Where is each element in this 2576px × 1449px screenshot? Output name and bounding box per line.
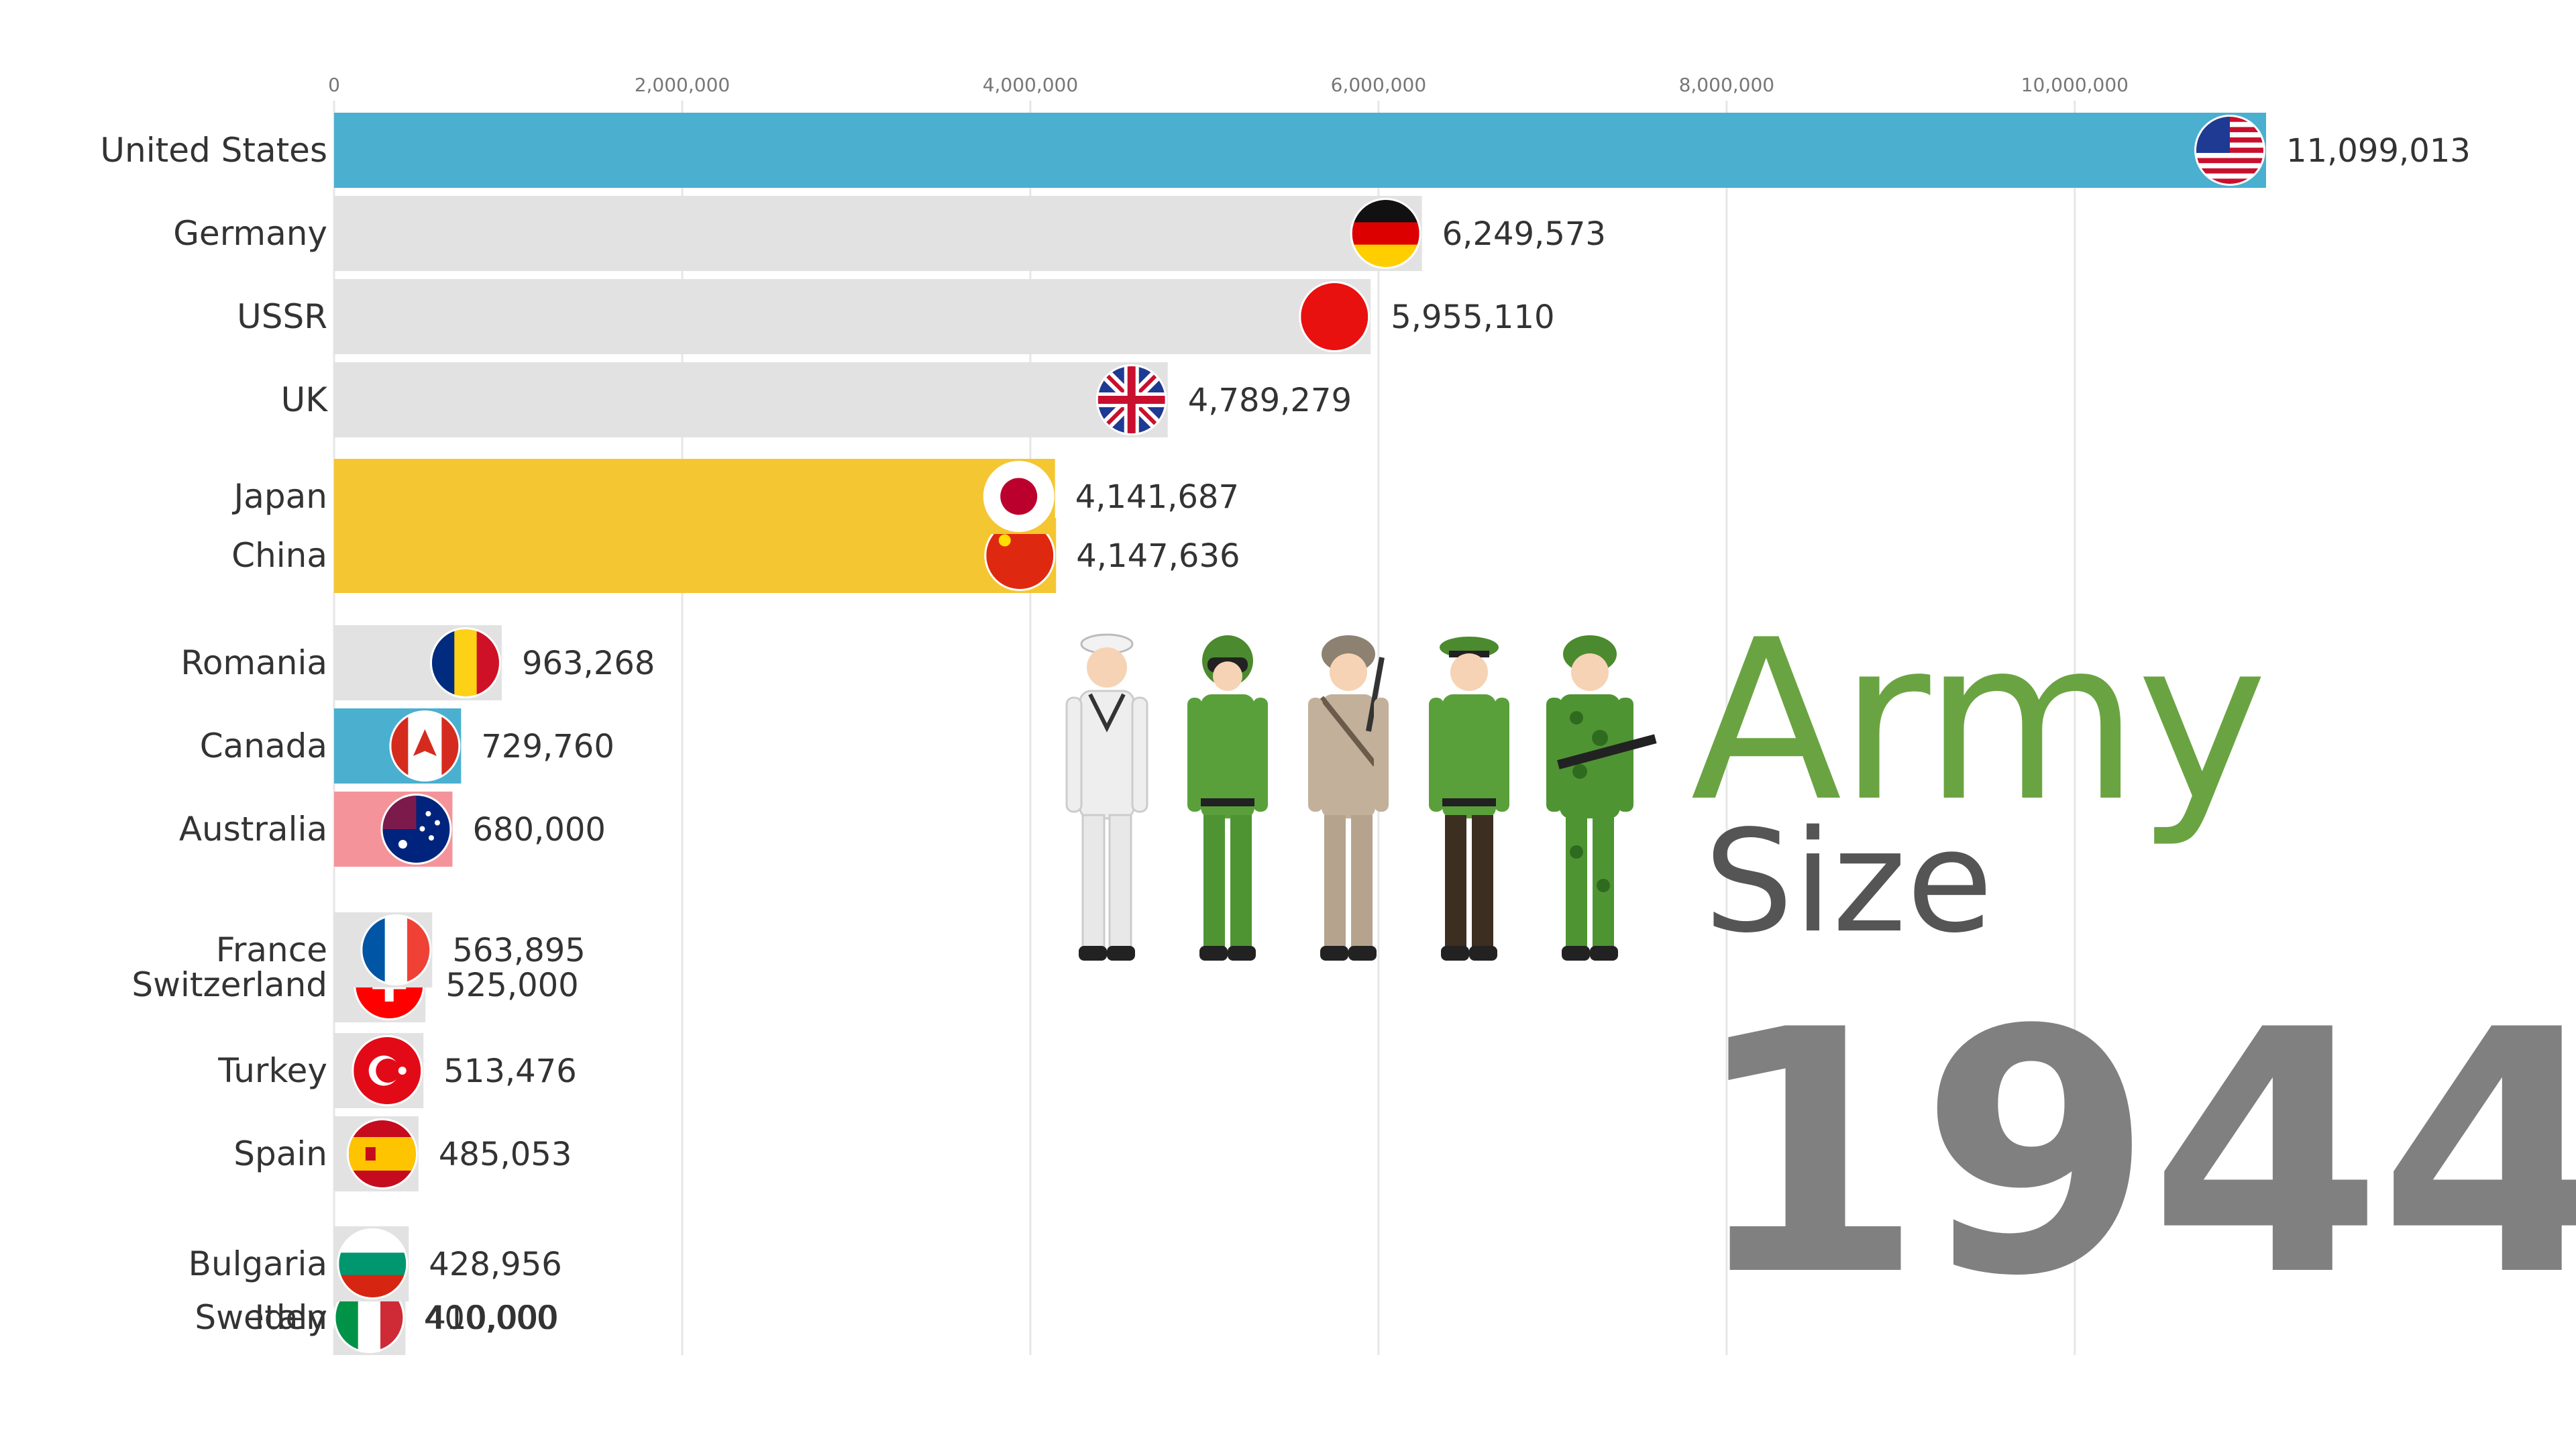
bar-group: Turkey 513,476 xyxy=(217,1033,577,1108)
value-label: 4,141,687 xyxy=(1075,478,1239,516)
bar-group: Spain 485,053 xyxy=(233,1116,572,1191)
bar-group: UK 4,789,279 xyxy=(281,362,1352,437)
officer-icon xyxy=(1429,637,1509,961)
country-label: Italy xyxy=(255,1298,327,1337)
x-axis-ticks: 0 2,000,000 4,000,000 6,000,000 8,000,000 10,… xyxy=(328,74,2129,96)
value-label: 400,000 xyxy=(424,1299,557,1337)
year-label: 1944 xyxy=(1690,959,2576,1349)
country-label: USSR xyxy=(237,297,327,336)
country-label: UK xyxy=(281,380,329,419)
value-label: 563,895 xyxy=(452,932,586,969)
flag-ussr-icon xyxy=(1301,283,1368,350)
value-label: 525,000 xyxy=(445,967,579,1004)
infantry-soldier-icon xyxy=(1308,635,1389,961)
value-label: 6,249,573 xyxy=(1442,215,1606,253)
value-label: 680,000 xyxy=(472,811,606,849)
bar xyxy=(334,279,1371,354)
bar-group: France 563,895 xyxy=(216,912,586,987)
country-label: Germany xyxy=(173,214,327,253)
country-label: China xyxy=(231,536,327,575)
x-tick-label: 0 xyxy=(328,74,340,96)
bar-group: Romania 963,268 xyxy=(180,625,655,700)
value-label: 729,760 xyxy=(481,728,614,765)
bar-group: United States 11,099,013 xyxy=(100,113,2471,188)
flag-australia-icon xyxy=(382,796,450,863)
value-label: 410,000 xyxy=(425,1299,559,1337)
value-label: 963,268 xyxy=(522,645,655,682)
country-label: Turkey xyxy=(217,1051,327,1090)
country-label: Spain xyxy=(233,1134,327,1173)
country-label: Romania xyxy=(180,643,327,682)
value-label: 513,476 xyxy=(443,1053,577,1090)
soldiers-illustration xyxy=(1065,633,1657,961)
flag-canada-icon xyxy=(391,712,459,780)
country-label: France xyxy=(216,930,327,969)
flag-japan-icon xyxy=(985,463,1053,530)
country-label: Switzerland xyxy=(131,965,327,1004)
value-label: 11,099,013 xyxy=(2286,132,2471,170)
x-tick-label: 6,000,000 xyxy=(1331,74,1427,96)
x-tick-label: 2,000,000 xyxy=(635,74,731,96)
x-tick-label: 10,000,000 xyxy=(2021,74,2129,96)
flag-uk-icon xyxy=(1097,366,1165,433)
title-size: Size xyxy=(1704,800,1994,964)
x-tick-label: 8,000,000 xyxy=(1679,74,1775,96)
bar-group: Australia 680,000 xyxy=(179,792,606,867)
value-label: 5,955,110 xyxy=(1391,299,1554,336)
bar xyxy=(334,362,1168,437)
title-overlay: Army Size 1944 xyxy=(1690,592,2576,1348)
flag-usa-icon xyxy=(2196,117,2263,184)
country-label: Sweden xyxy=(195,1298,327,1337)
sailor-icon xyxy=(1065,633,1148,961)
value-label: 4,789,279 xyxy=(1188,382,1352,419)
country-label: Australia xyxy=(179,810,327,849)
flag-spain-icon xyxy=(348,1120,416,1187)
country-label: Japan xyxy=(232,477,327,516)
bars: Sweden 400,000 Italy 410,000 Bulgaria 428,956… xyxy=(100,113,2471,1355)
pilot-icon xyxy=(1187,635,1268,961)
value-label: 428,956 xyxy=(429,1246,562,1283)
bar-group: Bulgaria 428,956 xyxy=(189,1226,562,1301)
bar xyxy=(334,459,1055,534)
country-label: Canada xyxy=(200,727,327,765)
country-label: Bulgaria xyxy=(189,1244,327,1283)
bar xyxy=(334,113,2266,188)
bar-group: Japan 4,141,687 xyxy=(232,459,1239,534)
value-label: 4,147,636 xyxy=(1076,537,1240,575)
bar-group: USSR 5,955,110 xyxy=(237,279,1555,354)
bar-group: Germany 6,249,573 xyxy=(173,196,1606,271)
title-army: Army xyxy=(1690,592,2267,850)
value-label: 485,053 xyxy=(439,1136,572,1173)
x-tick-label: 4,000,000 xyxy=(983,74,1079,96)
bar-group: Canada 729,760 xyxy=(200,708,614,784)
country-label: United States xyxy=(100,131,327,170)
flag-turkey-icon xyxy=(354,1037,421,1104)
bar xyxy=(334,196,1422,271)
camouflage-soldier-icon xyxy=(1546,635,1657,961)
